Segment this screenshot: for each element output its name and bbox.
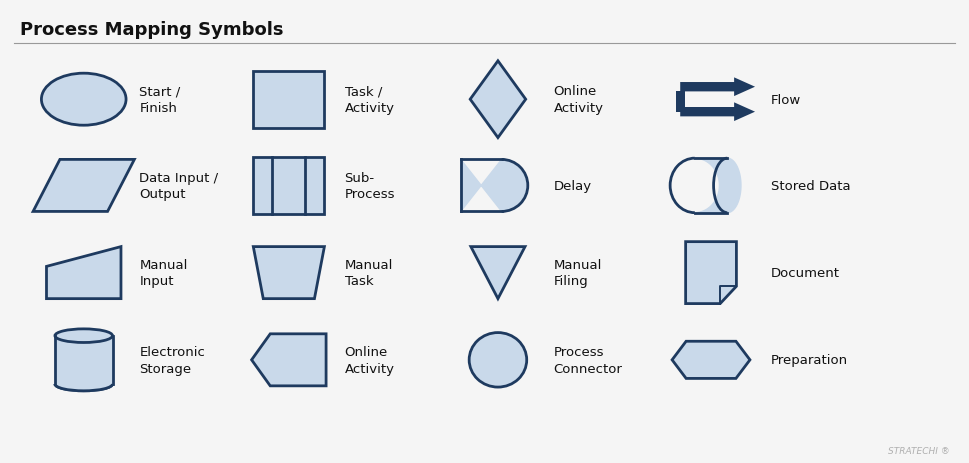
Text: Process
Connector: Process Connector: [553, 345, 622, 375]
Text: Data Input /
Output: Data Input / Output: [140, 171, 219, 201]
Text: Online
Activity: Online Activity: [345, 345, 394, 375]
Polygon shape: [460, 160, 528, 212]
Polygon shape: [47, 247, 121, 299]
Polygon shape: [672, 342, 750, 379]
Text: Flow: Flow: [770, 94, 801, 106]
Text: Manual
Filing: Manual Filing: [553, 258, 602, 288]
Polygon shape: [695, 159, 741, 213]
Bar: [253, 157, 325, 214]
FancyArrow shape: [680, 103, 755, 122]
Text: Online
Activity: Online Activity: [553, 85, 604, 115]
Text: Manual
Task: Manual Task: [345, 258, 393, 288]
Polygon shape: [686, 242, 736, 304]
Bar: [675, 92, 685, 113]
Polygon shape: [471, 247, 525, 299]
Text: Electronic
Storage: Electronic Storage: [140, 345, 205, 375]
Bar: [253, 72, 325, 128]
Text: Delay: Delay: [553, 180, 592, 193]
FancyArrow shape: [680, 78, 755, 97]
Polygon shape: [33, 160, 135, 212]
Text: Sub-
Process: Sub- Process: [345, 171, 395, 201]
Text: Manual
Input: Manual Input: [140, 258, 188, 288]
Polygon shape: [253, 247, 325, 299]
Polygon shape: [470, 62, 526, 138]
Polygon shape: [55, 383, 112, 391]
Text: STRATECHI ®: STRATECHI ®: [889, 446, 950, 455]
Text: Process Mapping Symbols: Process Mapping Symbols: [20, 21, 284, 39]
Text: Task /
Activity: Task / Activity: [345, 85, 394, 115]
Ellipse shape: [55, 329, 112, 343]
Bar: [55, 336, 112, 384]
Text: Start /
Finish: Start / Finish: [140, 85, 181, 115]
Ellipse shape: [42, 74, 126, 126]
Polygon shape: [252, 334, 327, 386]
Ellipse shape: [469, 333, 527, 387]
Text: Stored Data: Stored Data: [770, 180, 851, 193]
Text: Preparation: Preparation: [770, 354, 848, 367]
Text: Document: Document: [770, 267, 840, 280]
